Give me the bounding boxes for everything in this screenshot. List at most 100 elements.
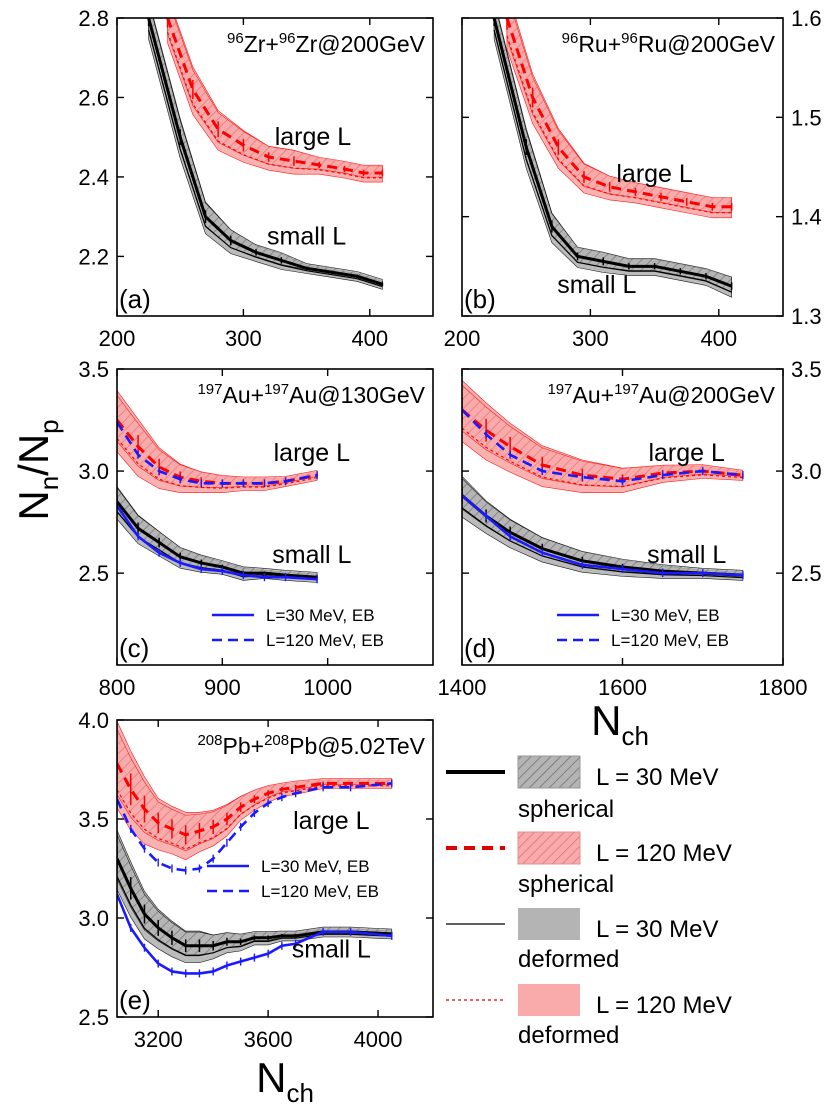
panel-e-annotation-0: large L — [293, 807, 370, 835]
panel-d-xtick-label-0: 1400 — [438, 675, 487, 700]
panel-a: 200 300 400 2.2 2.4 2.6 2.8 96Zr+96Zr@200GeV (a)… — [78, 6, 434, 351]
y-axis-label-mid: /N — [10, 434, 57, 476]
panel-b-panel-label: (b) — [464, 284, 496, 314]
panel-c-ytick-label-1: 3.0 — [78, 459, 109, 484]
panel-e-ytick-label-3: 4.0 — [78, 708, 109, 733]
panel-a-xtick-label-2: 400 — [351, 326, 388, 351]
legend-entry-2: L = 120 MeV spherical — [446, 831, 732, 898]
panel-c-title-part-3: Au@130GeV — [289, 382, 426, 408]
panel-d-xtick-label-2: 1800 — [759, 675, 808, 700]
x-axis-label-bottom: Nch — [256, 1054, 314, 1108]
panel-d-series-spherical-1 — [462, 408, 744, 481]
panel-e-title-part-2: 208 — [264, 732, 289, 749]
panel-e-series-deformed-1 — [117, 785, 392, 850]
panel-e-series-eb-1 — [117, 782, 392, 872]
panel-a-title: 96Zr+96Zr@200GeV — [227, 30, 426, 57]
panel-b-xtick-label-2: 400 — [700, 326, 737, 351]
panel-a-annotation-1: small L — [267, 222, 346, 250]
legend-label-3: L = 30 MeV — [596, 916, 719, 943]
panel-a-series-spherical-1 — [166, 18, 383, 175]
panel-a-ytick-label-0: 2.2 — [78, 244, 109, 269]
panel-e-ytick-label-1: 3.0 — [78, 906, 109, 931]
panel-d-annotation-0: large L — [648, 439, 725, 467]
panel-a-xtick-label-0: 200 — [99, 326, 136, 351]
y-axis-label-sub-p: p — [34, 419, 64, 433]
legend-swatch-4 — [518, 984, 580, 1016]
panel-c-panel-label: (c) — [119, 633, 149, 663]
panel-d-eb-legend-label-0: L=30 MeV, EB — [611, 606, 720, 625]
y-axis-label-main: N — [10, 490, 57, 520]
panel-d-ytick-label-2: 3.5 — [791, 357, 822, 382]
panel-a-title-part-1: Zr+ — [244, 31, 279, 57]
panel-a-title-part-0: 96 — [227, 30, 244, 47]
panel-a-ytick-label-3: 2.8 — [78, 6, 109, 31]
y-axis-label-sub-n: n — [34, 476, 64, 490]
panel-d-title-part-1: Au+ — [573, 382, 615, 408]
panel-d-ytick-label-0: 2.5 — [791, 561, 822, 586]
panel-b-series-deformed-0 — [493, 29, 732, 293]
legend-sublabel-4: deformed — [518, 1022, 619, 1049]
panel-b-title-part-0: 96 — [562, 30, 579, 47]
panel-d-title-part-0: 197 — [547, 381, 572, 398]
panel-c-annotation-0: large L — [274, 439, 351, 467]
panel-b-series-spherical-0 — [492, 18, 733, 288]
panel-d-annotation-1: small L — [647, 541, 726, 569]
panel-d-xtick-label-1: 1600 — [598, 675, 647, 700]
panel-b-ytick-label-2: 1.5 — [791, 105, 822, 130]
panel-b-plot-area — [492, 18, 733, 298]
panel-e-series-deformed-0 — [117, 876, 392, 956]
panel-a-series-deformed-0 — [148, 29, 383, 288]
panel-e-frame — [116, 719, 434, 1018]
legend-sublabel-2: spherical — [518, 871, 614, 898]
panel-d: 1400 1600 18002.53.03.5197Au+197Au@200GeV(… — [438, 357, 822, 700]
panel-c-series-spherical-0 — [117, 500, 318, 579]
legend-swatch-1 — [517, 755, 581, 789]
x-axis-label-top-main: N — [591, 697, 621, 744]
y-axis-label: Nn/Np — [10, 419, 64, 520]
panel-c-xtick-label-1: 900 — [204, 675, 241, 700]
panel-c-ytick-label-2: 3.5 — [78, 357, 109, 382]
panel-e-title-part-1: Pb+ — [223, 733, 265, 759]
panel-a-ytick-label-1: 2.4 — [78, 165, 109, 190]
panel-d-eb-legend-label-1: L=120 MeV, EB — [611, 631, 729, 650]
panel-a-panel-label: (a) — [119, 284, 151, 314]
panel-c-title-part-0: 197 — [197, 381, 222, 398]
panel-e-eb-legend-label-1: L=120 MeV, EB — [261, 882, 379, 901]
legend-label-1: L = 30 MeV — [596, 764, 719, 791]
panel-a-series-spherical-0 — [147, 18, 383, 286]
panel-c-eb-legend-label-1: L=120 MeV, EB — [266, 631, 384, 650]
panel-b-xtick-label-1: 300 — [572, 326, 609, 351]
legend-sublabel-3: deformed — [518, 946, 619, 973]
panel-c-xtick-label-2: 1000 — [303, 675, 352, 700]
panel-e-title-part-3: Pb@5.02TeV — [289, 733, 426, 759]
x-axis-label-bottom-main: N — [256, 1054, 286, 1101]
panel-e-title-part-0: 208 — [197, 732, 222, 749]
panel-b-series-deformed-1 — [506, 35, 732, 214]
panel-b-xtick-label-0: 200 — [444, 326, 481, 351]
panel-a-annotation-0: large L — [275, 123, 352, 151]
panel-c-series-deformed-1 — [117, 438, 318, 489]
panel-c: 800 900 10002.53.03.5197Au+197Au@130GeV(c)… — [78, 357, 434, 700]
panel-a-xtick-label-1: 300 — [225, 326, 262, 351]
panel-b-annotation-1: small L — [557, 271, 636, 299]
panel-c-title: 197Au+197Au@130GeV — [197, 381, 425, 408]
panel-c-title-part-1: Au+ — [223, 382, 265, 408]
panel-c-title-part-2: 197 — [264, 381, 289, 398]
panel-e-ytick-label-2: 3.5 — [78, 807, 109, 832]
panel-d-panel-label: (d) — [464, 633, 496, 663]
panel-e-annotation-1: small L — [292, 936, 371, 964]
panel-b-title-part-1: Ru+ — [578, 31, 621, 57]
x-axis-label-top: Nch — [591, 697, 649, 751]
panel-a-title-part-2: 96 — [279, 30, 296, 47]
panel-b-title-part-2: 96 — [621, 30, 638, 47]
panel-c-annotation-1: small L — [272, 541, 351, 569]
panel-b-annotation-0: large L — [616, 160, 693, 188]
panel-c-series-eb-0 — [117, 505, 318, 581]
panel-b-series-spherical-1 — [505, 18, 732, 209]
panel-a-ytick-label-2: 2.6 — [78, 85, 109, 110]
panel-b-band-deformed-1 — [506, 18, 732, 219]
panel-d-ytick-label-1: 3.0 — [791, 459, 822, 484]
legend-swatch-2 — [517, 831, 581, 865]
legend-sublabel-1: spherical — [518, 796, 614, 823]
